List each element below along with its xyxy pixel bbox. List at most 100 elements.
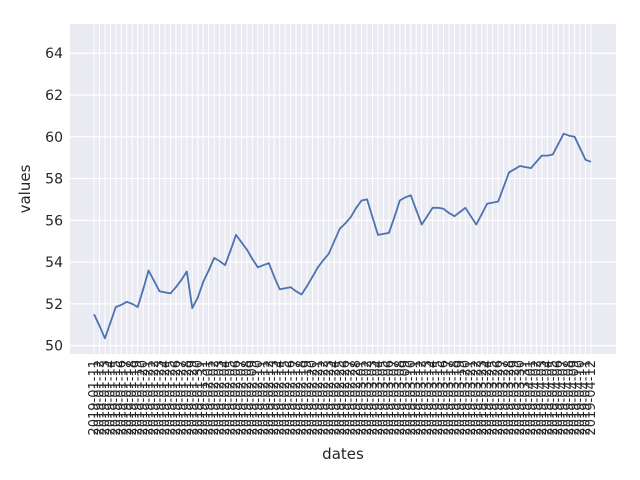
- x-tick-label: 2019-03-19: [453, 360, 468, 436]
- x-tick-label: 2019-03-05: [376, 360, 391, 436]
- x-tick-label: 2019-03-07: [387, 360, 402, 436]
- x-tick-label: 2019-03-31: [518, 360, 533, 436]
- x-tick-label: 2019-02-13: [267, 360, 282, 436]
- x-tick-label: 2019-03-26: [491, 360, 506, 436]
- x-tick-label: 2019-02-21: [311, 360, 326, 436]
- x-tick-label: 2019-02-12: [262, 360, 277, 436]
- x-tick-label: 2019-01-26: [169, 360, 184, 436]
- x-tick-label: 2019-01-15: [109, 360, 124, 436]
- x-tick-label: 2019-04-10: [573, 360, 588, 436]
- x-tick-label: 2019-02-17: [289, 360, 304, 436]
- x-tick-label: 2019-02-18: [295, 360, 310, 436]
- x-tick-label: 2019-02-26: [338, 360, 353, 436]
- x-tick-label: 2019-04-08: [562, 360, 577, 436]
- x-tick-label: 2019-02-28: [349, 360, 364, 436]
- x-tick-label: 2019-01-31: [196, 360, 211, 436]
- x-tick-label: 2019-03-01: [355, 360, 370, 436]
- x-tick-label: 2019-04-05: [546, 360, 561, 436]
- x-tick-label: 2019-01-20: [136, 360, 151, 436]
- x-tick-label: 2019-02-11: [256, 360, 271, 436]
- y-tick-label: 52: [45, 297, 63, 313]
- x-tick-label: 2019-02-03: [213, 360, 228, 436]
- series-line: [93, 132, 592, 340]
- x-tick-label: 2019-03-18: [447, 360, 462, 436]
- x-tick-label: 2019-04-09: [568, 360, 583, 436]
- x-tick-label: 2019-03-03: [366, 360, 381, 436]
- x-tick-label: 2019-03-23: [475, 360, 490, 436]
- x-tick-label: 2019-02-24: [327, 360, 342, 436]
- x-tick-label: 2019-04-04: [540, 360, 555, 436]
- x-tick-label: 2019-02-08: [240, 360, 255, 436]
- x-tick-label: 2019-02-19: [300, 360, 315, 436]
- x-tick-label: 2019-03-06: [382, 360, 397, 436]
- x-tick-label: 2019-03-28: [502, 360, 517, 436]
- x-tick-label: 2019-01-12: [92, 360, 107, 436]
- x-tick-label: 2019-02-02: [207, 360, 222, 436]
- x-tick-label: 2019-03-20: [458, 360, 473, 436]
- x-tick-label: 2019-02-01: [202, 360, 217, 436]
- x-tick-label: 2019-03-22: [469, 360, 484, 436]
- x-tick-label: 2019-02-04: [218, 360, 233, 436]
- x-tick-label: 2019-01-19: [131, 360, 146, 436]
- x-tick-label: 2019-02-06: [229, 360, 244, 436]
- x-tick-label: 2019-02-23: [322, 360, 337, 436]
- x-gridlines: [93, 24, 592, 354]
- x-tick-label: 2019-01-16: [114, 360, 129, 436]
- x-tick-label: 2019-02-05: [224, 360, 239, 436]
- x-tick-label: 2019-01-29: [185, 360, 200, 436]
- x-tick-label: 2019-04-02: [529, 360, 544, 436]
- y-tick-label: 64: [45, 46, 63, 62]
- x-axis-label: dates: [322, 445, 364, 463]
- y-gridlines: [70, 52, 616, 347]
- x-tick-label: 2019-01-28: [180, 360, 195, 436]
- plot-background: [70, 24, 616, 354]
- x-tick-label: 2019-01-30: [191, 360, 206, 436]
- x-tick-label: 2019-01-14: [103, 360, 118, 436]
- x-tick-label: 2019-02-15: [278, 360, 293, 436]
- x-tick-label: 2019-03-08: [393, 360, 408, 436]
- x-tick-label: 2019-03-16: [437, 360, 452, 436]
- x-tick-label: 2019-04-11: [579, 360, 594, 436]
- x-tick-label: 2019-02-27: [344, 360, 359, 436]
- x-tick-label: 2019-03-14: [426, 360, 441, 436]
- x-tick-label: 2019-03-12: [415, 360, 430, 436]
- x-tick-label: 2019-01-13: [98, 360, 113, 436]
- x-tick-label: 2019-02-14: [273, 360, 288, 436]
- y-tick-label: 58: [45, 172, 63, 188]
- x-tick-label: 2019-03-17: [442, 360, 457, 436]
- x-tick-label: 2019-03-09: [398, 360, 413, 436]
- x-tick-label: 2019-03-30: [513, 360, 528, 436]
- x-tick-label: 2019-01-22: [147, 360, 162, 436]
- x-tick-label: 2019-02-09: [245, 360, 260, 436]
- x-tick-label: 2019-02-25: [333, 360, 348, 436]
- y-tick-label: 62: [45, 88, 63, 104]
- x-tick-label: 2019-03-21: [464, 360, 479, 436]
- x-tick-label: 2019-04-06: [551, 360, 566, 436]
- x-tick-label: 2019-01-27: [174, 360, 189, 436]
- x-tick-label: 2019-02-22: [316, 360, 331, 436]
- x-tick-label: 2019-01-25: [163, 360, 178, 436]
- y-tick-label: 54: [45, 255, 63, 271]
- x-tick-label: 2019-02-07: [234, 360, 249, 436]
- x-tick-labels: 2019-01-112019-01-122019-01-132019-01-14…: [87, 360, 599, 436]
- x-tick-label: 2019-03-04: [371, 360, 386, 436]
- x-tick-label: 2019-03-02: [360, 360, 375, 436]
- x-tick-label: 2019-03-27: [497, 360, 512, 436]
- x-tick-label: 2019-03-10: [404, 360, 419, 436]
- x-tick-label: 2019-04-12: [584, 360, 599, 436]
- x-tick-label: 2019-01-21: [142, 360, 157, 436]
- x-tick-label: 2019-01-24: [158, 360, 173, 436]
- y-tick-labels: 50 52 54 56 58 60 62 64: [45, 46, 63, 354]
- x-tick-label: 2019-03-24: [480, 360, 495, 436]
- x-tick-label: 2019-03-29: [508, 360, 523, 436]
- y-tick-label: 50: [45, 339, 63, 355]
- y-tick-label: 56: [45, 213, 63, 229]
- y-tick-label: 60: [45, 130, 63, 146]
- x-tick-label: 2019-04-03: [535, 360, 550, 436]
- x-tick-label: 2019-03-15: [431, 360, 446, 436]
- x-tick-label: 2019-01-23: [153, 360, 168, 436]
- y-axis-label: values: [16, 164, 34, 213]
- x-tick-label: 2019-01-11: [87, 360, 102, 436]
- x-tick-label: 2019-02-16: [284, 360, 299, 436]
